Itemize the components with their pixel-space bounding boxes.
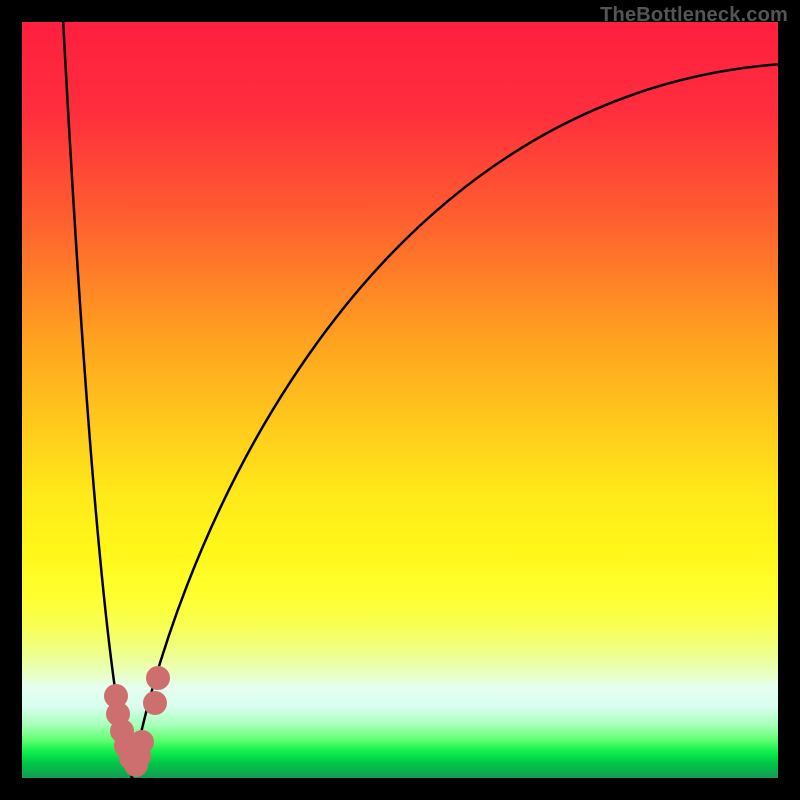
data-marker [143, 691, 167, 715]
gradient-background [22, 22, 778, 778]
data-marker [146, 666, 170, 690]
data-marker [130, 730, 154, 754]
chart-container: TheBottleneck.com [0, 0, 800, 800]
bottleneck-svg [0, 0, 800, 800]
